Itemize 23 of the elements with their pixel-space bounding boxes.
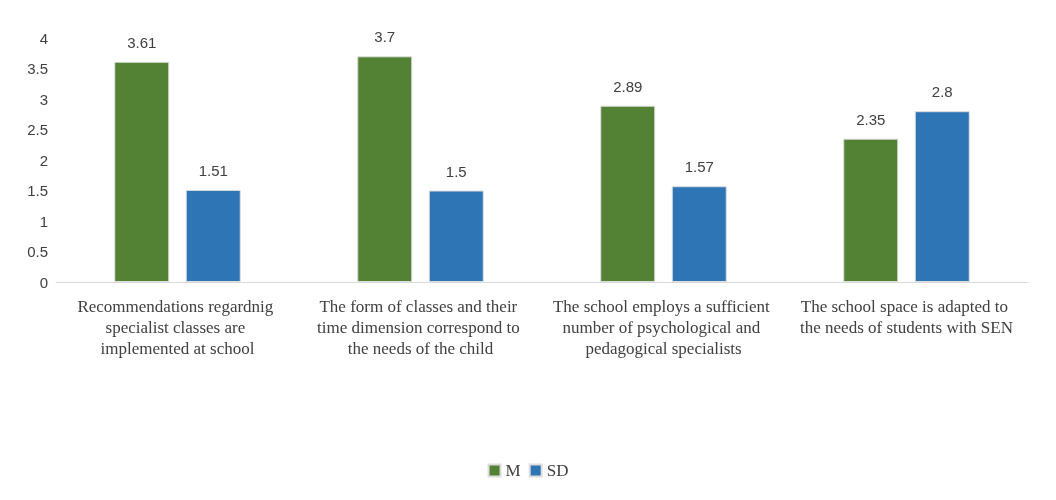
- data-label: 3.7: [374, 28, 396, 46]
- legend-label: SD: [546, 461, 569, 480]
- data-label: 3.61: [127, 33, 157, 51]
- x-tick-label: Recommendations regardnig specialist classes are implemented at school: [77, 297, 278, 358]
- data-label: 2.35: [856, 110, 886, 128]
- data-label: 2.89: [613, 77, 643, 95]
- data-label: 1.57: [684, 158, 714, 176]
- data-label: 1.51: [198, 161, 228, 179]
- x-tick-label: The form of classes and their time dimension correspond to the needs of the child: [317, 297, 524, 358]
- y-tick-label: 3: [39, 90, 48, 108]
- x-tick-label: The school employs a sufficient number of psychological and pedagogical specialists: [552, 297, 775, 358]
- data-label: 1.5: [445, 162, 467, 180]
- y-tick-label: 2.5: [27, 121, 48, 138]
- x-tick-label: The school space is adapted to the needs of students with SEN: [800, 297, 1013, 337]
- y-tick-label: 3.5: [27, 60, 48, 77]
- y-tick-label: 1: [39, 212, 48, 230]
- y-tick-label: 0.5: [27, 243, 48, 260]
- y-tick-label: 2: [39, 151, 48, 169]
- legend-label: M: [505, 461, 521, 480]
- y-tick-label: 4: [39, 29, 48, 47]
- y-tick-label: 0: [39, 273, 48, 291]
- data-label: 2.8: [931, 83, 953, 101]
- y-tick-label: 1.5: [27, 182, 48, 199]
